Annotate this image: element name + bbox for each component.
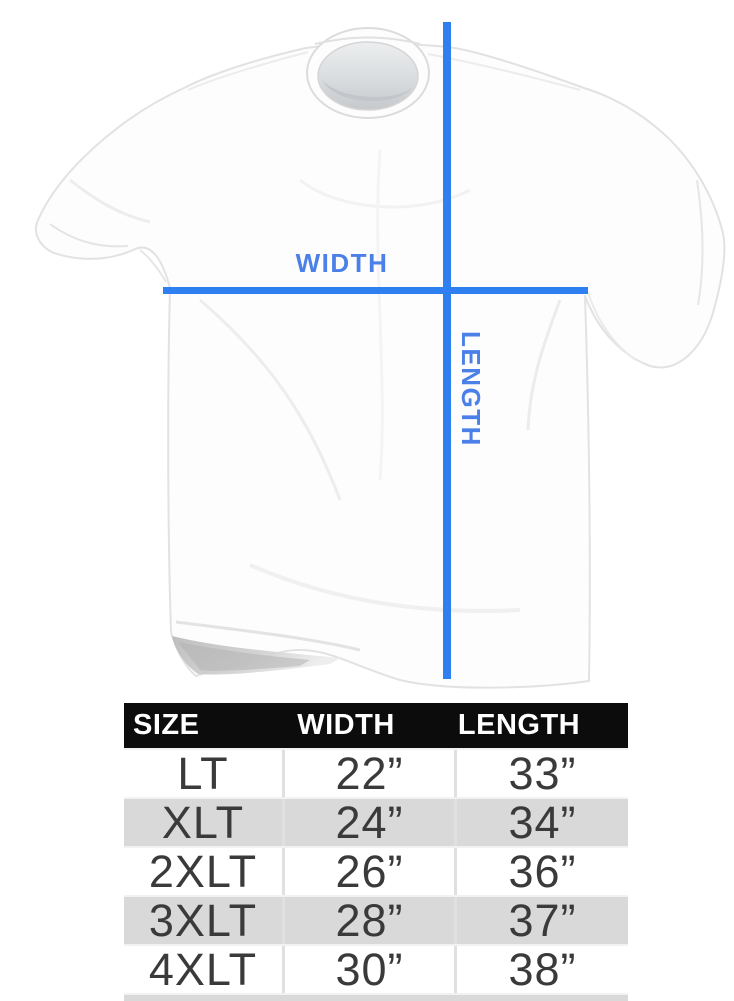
cell-width: 28” [282,897,454,944]
length-measure-label: LENGTH [456,331,486,447]
cell-length: 37” [454,897,628,944]
tshirt-diagram: WIDTH LENGTH [35,22,726,689]
table-row: XLT 24” 34” [124,797,628,846]
cell-size: LT [177,750,229,797]
cell-length: 33” [454,750,628,797]
cell-size: 4XLT [148,946,258,993]
width-measure-line [163,287,588,294]
tshirt-body [35,42,726,689]
size-table: SIZE WIDTH LENGTH LT 22” 33” XLT 24” 34”… [124,703,628,1001]
cell-size: 3XLT [148,897,258,944]
header-cell-width: WIDTH [297,709,395,741]
cell-size: XLT [161,799,245,846]
cell-length: 36” [454,848,628,895]
table-row: 4XLT 30” 38” [124,944,628,993]
cell-length: 34” [454,799,628,846]
size-table-header: SIZE WIDTH LENGTH [124,703,628,748]
cell-width: 26” [282,848,454,895]
header-cell-length: LENGTH [457,709,581,741]
table-row-partial [124,993,628,1001]
cell-length: 38” [454,946,628,993]
table-row: LT 22” 33” [124,748,628,797]
header-cell-size: SIZE [133,709,200,741]
tshirt-collar [306,27,430,119]
cell-width: 22” [282,750,454,797]
tshirt-graphic [35,22,726,689]
cell-size: 2XLT [148,848,258,895]
cell-width: 24” [282,799,454,846]
table-row: 2XLT 26” 36” [124,846,628,895]
cell-width: 30” [282,946,454,993]
length-measure-line [443,22,451,679]
table-row: 3XLT 28” 37” [124,895,628,944]
width-measure-label: WIDTH [295,248,389,278]
